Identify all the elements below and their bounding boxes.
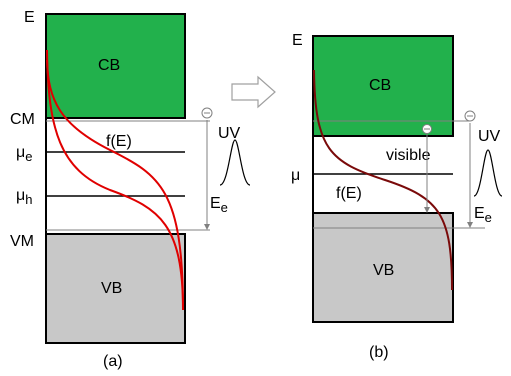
panel-b-conduction-band <box>312 35 454 137</box>
panel-a-uv-pulse <box>219 139 251 186</box>
panel-a-conduction-band <box>45 13 186 119</box>
panel-b-visible-electron-icon <box>422 124 432 134</box>
panel-b-energy-e-label: Ee <box>474 205 492 225</box>
panel-b-visible-label: visible <box>386 147 431 164</box>
panel-a: E CB VB CM VM μe μh f(E) UV Ee (a) <box>10 9 251 370</box>
panel-a-vm-label: VM <box>10 233 34 250</box>
panel-a-fermi-curve-electrons <box>46 49 184 311</box>
panel-a-mu-h-label: μh <box>16 187 32 207</box>
panel-b: E CB VB μ visible f(E) UV Ee (b) <box>291 32 503 361</box>
panel-b-conduction-band-label: CB <box>369 77 391 94</box>
panel-a-electron-icon <box>201 107 213 119</box>
panel-a-fermi-function-label: f(E) <box>106 133 132 150</box>
transition-arrow-icon <box>231 75 276 109</box>
panel-a-energy-axis-label: E <box>24 9 35 26</box>
panel-b-uv-label: UV <box>478 128 501 145</box>
panel-a-energy-e-label: Ee <box>210 195 228 215</box>
panel-a-valence-band-label: VB <box>101 280 122 297</box>
panel-b-caption: (b) <box>369 344 389 361</box>
panel-a-uv-label: UV <box>218 125 241 142</box>
panel-a-mu-e-label: μe <box>16 144 32 164</box>
panel-b-fermi-curve <box>313 69 453 291</box>
panel-b-valence-band-label: VB <box>373 262 394 279</box>
panel-b-uv-pulse <box>473 149 503 197</box>
panel-b-fermi-function-label: f(E) <box>336 185 362 202</box>
panel-a-caption: (a) <box>103 353 123 370</box>
panel-b-mu-label: μ <box>291 167 300 184</box>
panel-b-valence-band <box>312 212 454 323</box>
panel-a-valence-band <box>45 233 186 344</box>
panel-a-fermi-curve-holes <box>46 59 184 311</box>
panel-b-energy-axis-label: E <box>292 32 303 49</box>
panel-a-conduction-band-label: CB <box>98 57 120 74</box>
panel-b-electron-icon <box>464 110 476 122</box>
panel-a-cm-label: CM <box>10 111 35 128</box>
